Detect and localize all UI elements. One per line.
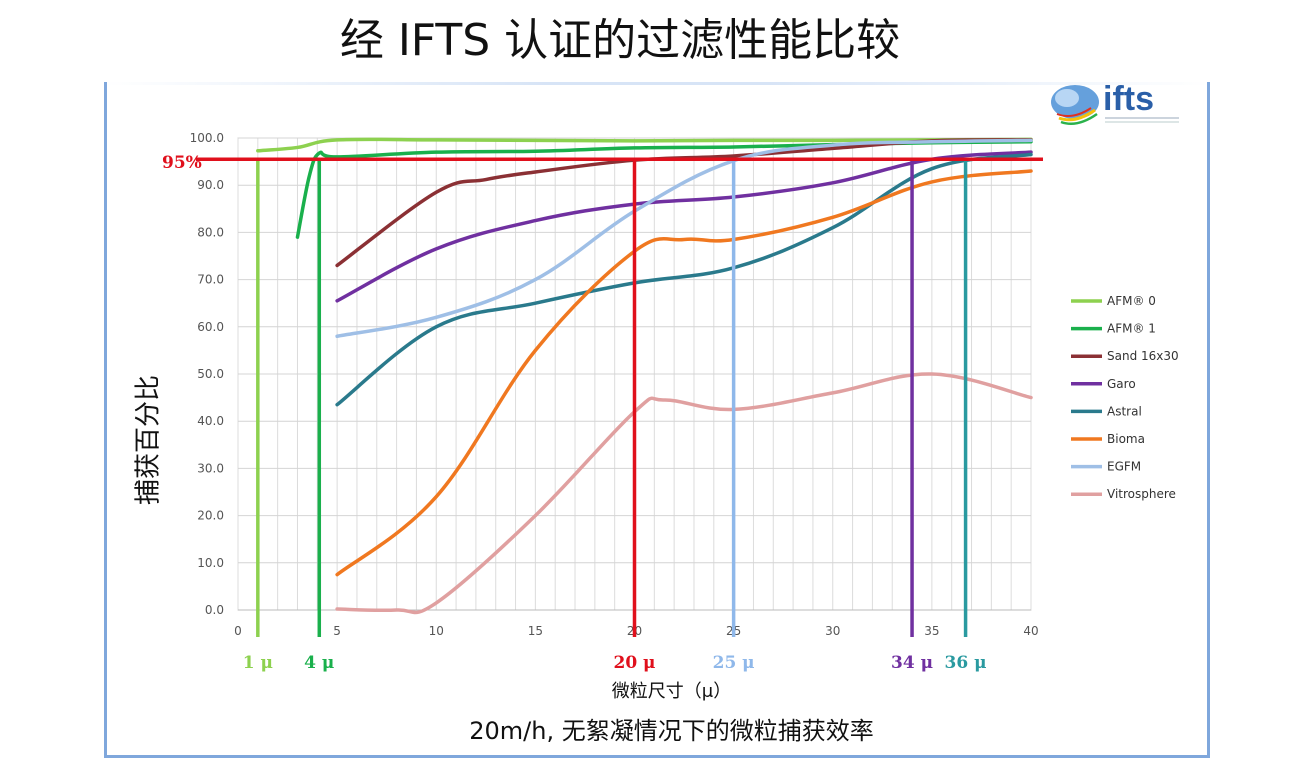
legend-label: Astral — [1107, 404, 1142, 418]
legend-label: AFM® 0 — [1107, 294, 1156, 308]
series-line — [335, 150, 1033, 303]
x-tick-label: 0 — [234, 624, 242, 638]
y-tick-label: 50.0 — [197, 367, 224, 381]
page-title: 经 IFTS 认证的过滤性能比较 — [339, 15, 901, 66]
y-tick-label: 90.0 — [197, 178, 224, 192]
legend-label: Vitrosphere — [1107, 487, 1176, 501]
legend-label: Bioma — [1107, 432, 1145, 446]
y-tick-label: 70.0 — [197, 273, 224, 287]
frame-top-border — [104, 82, 1210, 85]
legend-label: Garo — [1107, 377, 1136, 391]
y-tick-label: 30.0 — [197, 461, 224, 475]
size-markers: 1 μ 4 μ 20 μ 25 μ 34 μ 36 μ — [243, 159, 987, 673]
size-marker-label: 34 μ — [891, 653, 933, 673]
size-marker-label: 1 μ — [243, 653, 273, 673]
threshold-label: 95% — [162, 153, 202, 173]
legend-label: Sand 16x30 — [1107, 349, 1179, 363]
series-line — [256, 137, 1033, 153]
x-axis-label: 微粒尺寸（μ） — [611, 681, 732, 702]
y-tick-label: 20.0 — [197, 509, 224, 523]
series-line — [335, 152, 1033, 407]
y-tick-label: 60.0 — [197, 320, 224, 334]
x-tick-label: 15 — [528, 624, 543, 638]
y-axis-label: 捕获百分比 — [133, 374, 164, 506]
threshold-line-group: 95% — [162, 153, 1043, 173]
chart-legend: AFM® 0 AFM® 1 Sand 16x30 Garo Astral Bioma EGF… — [1071, 294, 1179, 501]
series-line — [335, 372, 1033, 615]
series-line — [335, 138, 1033, 338]
x-tick-label: 5 — [333, 624, 341, 638]
chart-caption: 20m/h, 无絮凝情况下的微粒捕获效率 — [469, 717, 874, 745]
size-marker-label: 36 μ — [945, 653, 987, 673]
chart-frame — [104, 82, 1210, 758]
series-line — [335, 169, 1033, 577]
y-tick-label: 100.0 — [190, 131, 224, 145]
legend-label: EGFM — [1107, 460, 1141, 474]
ifts-logo: ifts — [1051, 80, 1179, 125]
size-marker-label: 25 μ — [713, 653, 755, 673]
x-tick-label: 40 — [1023, 624, 1038, 638]
legend-label: AFM® 1 — [1107, 322, 1156, 336]
x-tick-label: 35 — [924, 624, 939, 638]
logo-text: ifts — [1103, 80, 1154, 118]
y-tick-label: 10.0 — [197, 556, 224, 570]
y-tick-label: 0.0 — [205, 603, 224, 617]
y-tick-label: 40.0 — [197, 414, 224, 428]
x-tick-label: 30 — [825, 624, 840, 638]
x-tick-label: 10 — [429, 624, 444, 638]
size-marker-label: 4 μ — [304, 653, 334, 673]
axis-ticks: 0.0 10.0 20.0 30.0 40.0 50.0 60.0 70.0 80.0 90.0 1… — [190, 131, 1039, 638]
size-marker-label: 20 μ — [613, 653, 655, 673]
y-tick-label: 80.0 — [197, 225, 224, 239]
